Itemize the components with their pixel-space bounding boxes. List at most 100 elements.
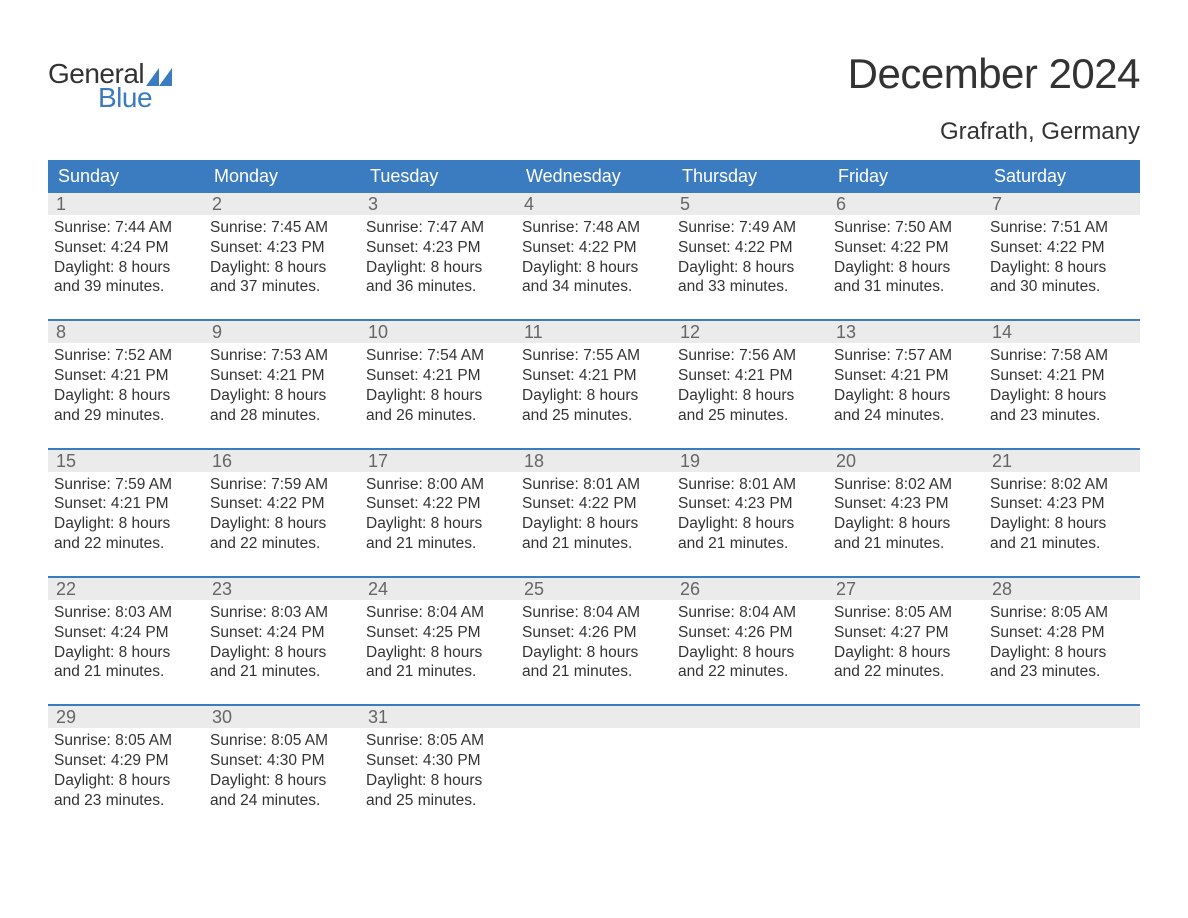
daylight-line1: Daylight: 8 hours [210,258,354,278]
sunrise-line: Sunrise: 8:01 AM [522,475,666,495]
sunset-line: Sunset: 4:22 PM [522,494,666,514]
daylight-line1: Daylight: 8 hours [210,643,354,663]
sunset-line: Sunset: 4:25 PM [366,623,510,643]
day-header: Thursday [672,160,828,193]
calendar-day: 12Sunrise: 7:56 AMSunset: 4:21 PMDayligh… [672,321,828,431]
day-content: Sunrise: 8:05 AMSunset: 4:27 PMDaylight:… [828,600,984,688]
calendar-week: 29Sunrise: 8:05 AMSunset: 4:29 PMDayligh… [48,704,1140,816]
sunrise-line: Sunrise: 8:04 AM [678,603,822,623]
calendar-day [516,706,672,816]
calendar-day: 28Sunrise: 8:05 AMSunset: 4:28 PMDayligh… [984,578,1140,688]
daylight-line2: and 25 minutes. [366,791,510,811]
day-number: 1 [48,193,204,215]
sunrise-line: Sunrise: 8:04 AM [366,603,510,623]
day-number: 10 [360,321,516,343]
sunrise-line: Sunrise: 7:50 AM [834,218,978,238]
day-number: 14 [984,321,1140,343]
sunset-line: Sunset: 4:26 PM [522,623,666,643]
daylight-line2: and 21 minutes. [522,534,666,554]
sunset-line: Sunset: 4:22 PM [990,238,1134,258]
sunrise-line: Sunrise: 8:00 AM [366,475,510,495]
day-number: 2 [204,193,360,215]
sunset-line: Sunset: 4:30 PM [210,751,354,771]
sunrise-line: Sunrise: 7:59 AM [210,475,354,495]
day-content: Sunrise: 8:04 AMSunset: 4:26 PMDaylight:… [516,600,672,688]
daylight-line2: and 28 minutes. [210,406,354,426]
calendar-week: 15Sunrise: 7:59 AMSunset: 4:21 PMDayligh… [48,448,1140,560]
day-content: Sunrise: 7:58 AMSunset: 4:21 PMDaylight:… [984,343,1140,431]
daylight-line1: Daylight: 8 hours [54,514,198,534]
day-header: Tuesday [360,160,516,193]
sunset-line: Sunset: 4:27 PM [834,623,978,643]
daylight-line1: Daylight: 8 hours [210,386,354,406]
daylight-line2: and 36 minutes. [366,277,510,297]
daylight-line2: and 21 minutes. [210,662,354,682]
daylight-line2: and 23 minutes. [54,791,198,811]
day-content: Sunrise: 8:01 AMSunset: 4:23 PMDaylight:… [672,472,828,560]
daylight-line2: and 22 minutes. [54,534,198,554]
calendar-day: 21Sunrise: 8:02 AMSunset: 4:23 PMDayligh… [984,450,1140,560]
day-number [984,706,1140,728]
day-number: 30 [204,706,360,728]
day-content [672,728,828,808]
day-number: 19 [672,450,828,472]
daylight-line1: Daylight: 8 hours [54,771,198,791]
calendar-week: 8Sunrise: 7:52 AMSunset: 4:21 PMDaylight… [48,319,1140,431]
sunrise-line: Sunrise: 7:55 AM [522,346,666,366]
daylight-line1: Daylight: 8 hours [210,771,354,791]
daylight-line1: Daylight: 8 hours [366,386,510,406]
daylight-line1: Daylight: 8 hours [54,643,198,663]
daylight-line2: and 31 minutes. [834,277,978,297]
day-number: 31 [360,706,516,728]
calendar-day: 29Sunrise: 8:05 AMSunset: 4:29 PMDayligh… [48,706,204,816]
daylight-line1: Daylight: 8 hours [834,514,978,534]
day-header: Saturday [984,160,1140,193]
sunset-line: Sunset: 4:21 PM [678,366,822,386]
sunset-line: Sunset: 4:24 PM [54,623,198,643]
day-number: 15 [48,450,204,472]
sunrise-line: Sunrise: 8:05 AM [54,731,198,751]
page-title: December 2024 [848,50,1140,98]
daylight-line1: Daylight: 8 hours [366,643,510,663]
day-number [828,706,984,728]
sunset-line: Sunset: 4:21 PM [366,366,510,386]
day-number [516,706,672,728]
day-content: Sunrise: 7:53 AMSunset: 4:21 PMDaylight:… [204,343,360,431]
calendar-day: 22Sunrise: 8:03 AMSunset: 4:24 PMDayligh… [48,578,204,688]
sunrise-line: Sunrise: 7:45 AM [210,218,354,238]
daylight-line2: and 21 minutes. [990,534,1134,554]
day-content: Sunrise: 7:47 AMSunset: 4:23 PMDaylight:… [360,215,516,303]
calendar-day: 14Sunrise: 7:58 AMSunset: 4:21 PMDayligh… [984,321,1140,431]
sunset-line: Sunset: 4:23 PM [366,238,510,258]
sunrise-line: Sunrise: 8:05 AM [834,603,978,623]
sunrise-line: Sunrise: 8:05 AM [366,731,510,751]
sunset-line: Sunset: 4:21 PM [54,366,198,386]
day-number: 6 [828,193,984,215]
sunset-line: Sunset: 4:26 PM [678,623,822,643]
sunrise-line: Sunrise: 7:53 AM [210,346,354,366]
calendar-day: 24Sunrise: 8:04 AMSunset: 4:25 PMDayligh… [360,578,516,688]
daylight-line1: Daylight: 8 hours [990,643,1134,663]
sunset-line: Sunset: 4:22 PM [522,238,666,258]
day-content: Sunrise: 8:00 AMSunset: 4:22 PMDaylight:… [360,472,516,560]
daylight-line2: and 21 minutes. [54,662,198,682]
daylight-line2: and 25 minutes. [678,406,822,426]
sunrise-line: Sunrise: 7:56 AM [678,346,822,366]
daylight-line1: Daylight: 8 hours [990,514,1134,534]
daylight-line1: Daylight: 8 hours [522,514,666,534]
day-number: 8 [48,321,204,343]
day-content: Sunrise: 8:05 AMSunset: 4:28 PMDaylight:… [984,600,1140,688]
day-number: 7 [984,193,1140,215]
calendar-day: 5Sunrise: 7:49 AMSunset: 4:22 PMDaylight… [672,193,828,303]
day-number: 13 [828,321,984,343]
sunrise-line: Sunrise: 8:03 AM [210,603,354,623]
daylight-line2: and 29 minutes. [54,406,198,426]
day-header: Monday [204,160,360,193]
daylight-line1: Daylight: 8 hours [54,386,198,406]
day-content: Sunrise: 7:56 AMSunset: 4:21 PMDaylight:… [672,343,828,431]
sunset-line: Sunset: 4:21 PM [210,366,354,386]
daylight-line2: and 24 minutes. [834,406,978,426]
day-number: 20 [828,450,984,472]
daylight-line1: Daylight: 8 hours [834,643,978,663]
calendar-day: 13Sunrise: 7:57 AMSunset: 4:21 PMDayligh… [828,321,984,431]
